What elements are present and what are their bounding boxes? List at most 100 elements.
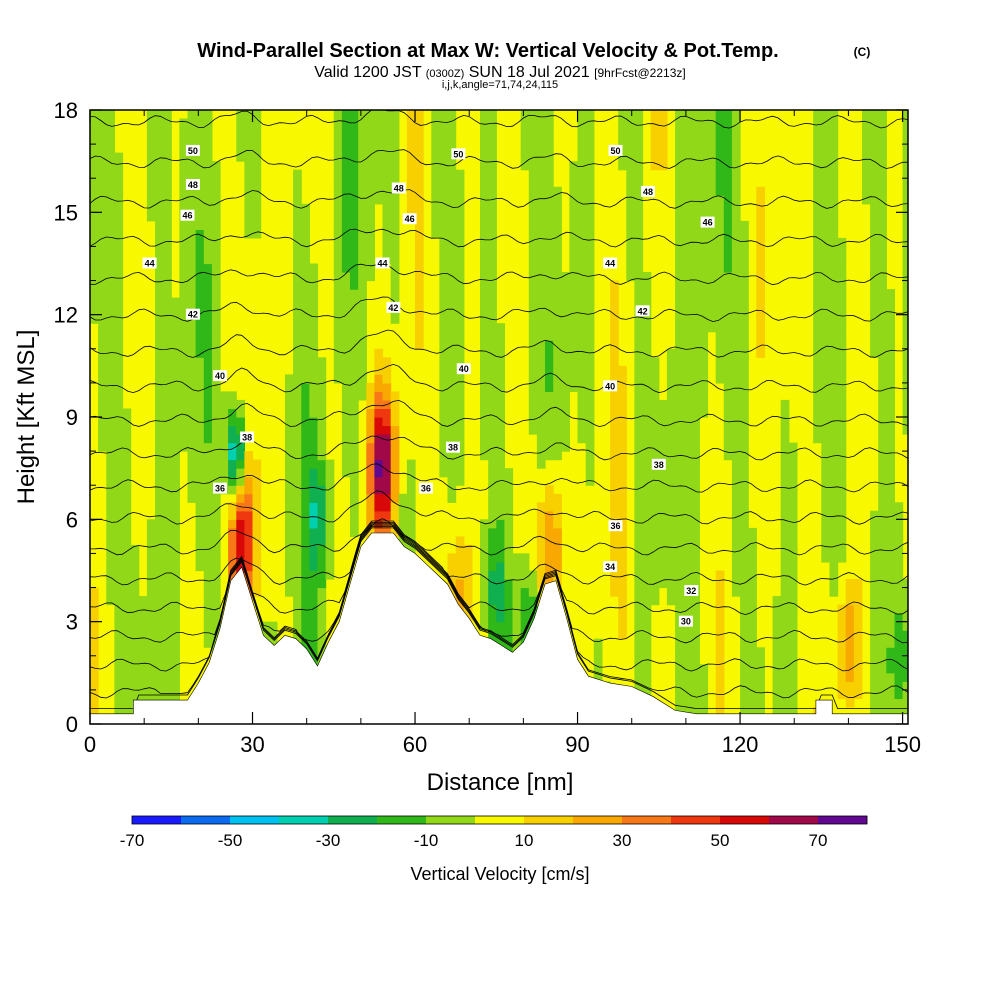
field-cell (317, 399, 327, 409)
field-cell (683, 442, 692, 452)
field-cell (155, 220, 164, 230)
field-cell (691, 510, 700, 520)
field-cell (309, 314, 319, 324)
field-cell (520, 110, 530, 120)
field-cell (740, 638, 749, 648)
field-cell (902, 689, 908, 699)
field-cell (740, 553, 749, 563)
field-cell (528, 297, 538, 307)
field-cell (203, 408, 213, 418)
field-cell (748, 587, 757, 597)
field-cell (699, 178, 709, 188)
field-cell (642, 297, 652, 307)
field-cell (707, 127, 717, 137)
field-cell (536, 340, 546, 350)
field-cell (252, 553, 262, 563)
field-cell (439, 374, 449, 384)
field-cell (813, 255, 822, 265)
field-cell (146, 681, 156, 691)
field-cell (211, 459, 221, 469)
field-cell (528, 357, 538, 367)
field-cell (211, 587, 221, 597)
field-cell (146, 203, 156, 213)
field-cell (211, 237, 221, 247)
field-cell (675, 408, 684, 418)
field-cell (285, 459, 294, 469)
field-cell (171, 647, 180, 657)
field-cell (585, 212, 595, 222)
field-cell (163, 459, 172, 469)
field-cell (642, 536, 652, 546)
field-cell (211, 323, 221, 333)
field-cell (740, 485, 749, 495)
field-cell (756, 246, 765, 256)
field-cell (610, 579, 619, 589)
field-cell (610, 340, 619, 350)
field-cell (894, 664, 904, 674)
field-cell (553, 263, 562, 273)
title-units: (C) (854, 45, 871, 59)
field-cell (301, 280, 310, 290)
field-cell (488, 434, 497, 444)
field-cell (114, 442, 124, 452)
field-cell (626, 272, 635, 282)
field-cell (593, 647, 603, 657)
field-cell (675, 570, 684, 580)
field-cell (211, 195, 221, 205)
field-cell (98, 399, 107, 409)
field-cell (683, 220, 692, 230)
field-cell (862, 135, 871, 145)
field-cell (886, 655, 895, 665)
field-cell (691, 127, 700, 137)
field-cell (520, 596, 530, 606)
field-cell (788, 698, 798, 708)
field-cell (748, 604, 757, 614)
field-cell (211, 178, 221, 188)
field-cell (740, 706, 749, 716)
field-cell (260, 621, 270, 631)
field-cell (553, 399, 562, 409)
field-cell (723, 451, 733, 461)
field-cell (829, 417, 839, 427)
field-cell (707, 280, 717, 290)
field-cell (220, 425, 229, 435)
field-cell (155, 493, 164, 503)
field-cell (187, 399, 197, 409)
field-cell (171, 655, 180, 665)
field-cell (585, 237, 595, 247)
field-cell (195, 493, 205, 503)
field-cell (415, 144, 424, 154)
field-cell (171, 613, 180, 623)
field-cell (260, 630, 270, 640)
field-cell (203, 229, 213, 239)
field-cell (878, 536, 887, 546)
field-cell (98, 263, 107, 273)
field-cell (504, 536, 514, 546)
field-cell (341, 374, 351, 384)
field-cell (821, 178, 830, 188)
field-cell (675, 365, 684, 375)
field-cell (163, 255, 172, 265)
field-cell (788, 613, 798, 623)
field-cell (98, 152, 107, 162)
field-cell (740, 263, 749, 273)
field-cell (447, 195, 457, 205)
contour-label: 36 (610, 521, 620, 531)
field-cell (528, 596, 538, 606)
field-cell (658, 408, 668, 418)
field-cell (114, 357, 124, 367)
field-cell (902, 161, 908, 171)
field-cell (439, 331, 449, 341)
field-cell (439, 357, 449, 367)
field-cell (780, 672, 790, 682)
field-cell (203, 323, 213, 333)
field-cell (179, 391, 189, 401)
field-cell (813, 314, 822, 324)
field-cell (122, 425, 132, 435)
field-cell (821, 161, 830, 171)
field-cell (398, 527, 408, 537)
field-cell (870, 263, 879, 273)
field-cell (187, 382, 197, 392)
field-cell (358, 323, 367, 333)
field-cell (707, 237, 717, 247)
